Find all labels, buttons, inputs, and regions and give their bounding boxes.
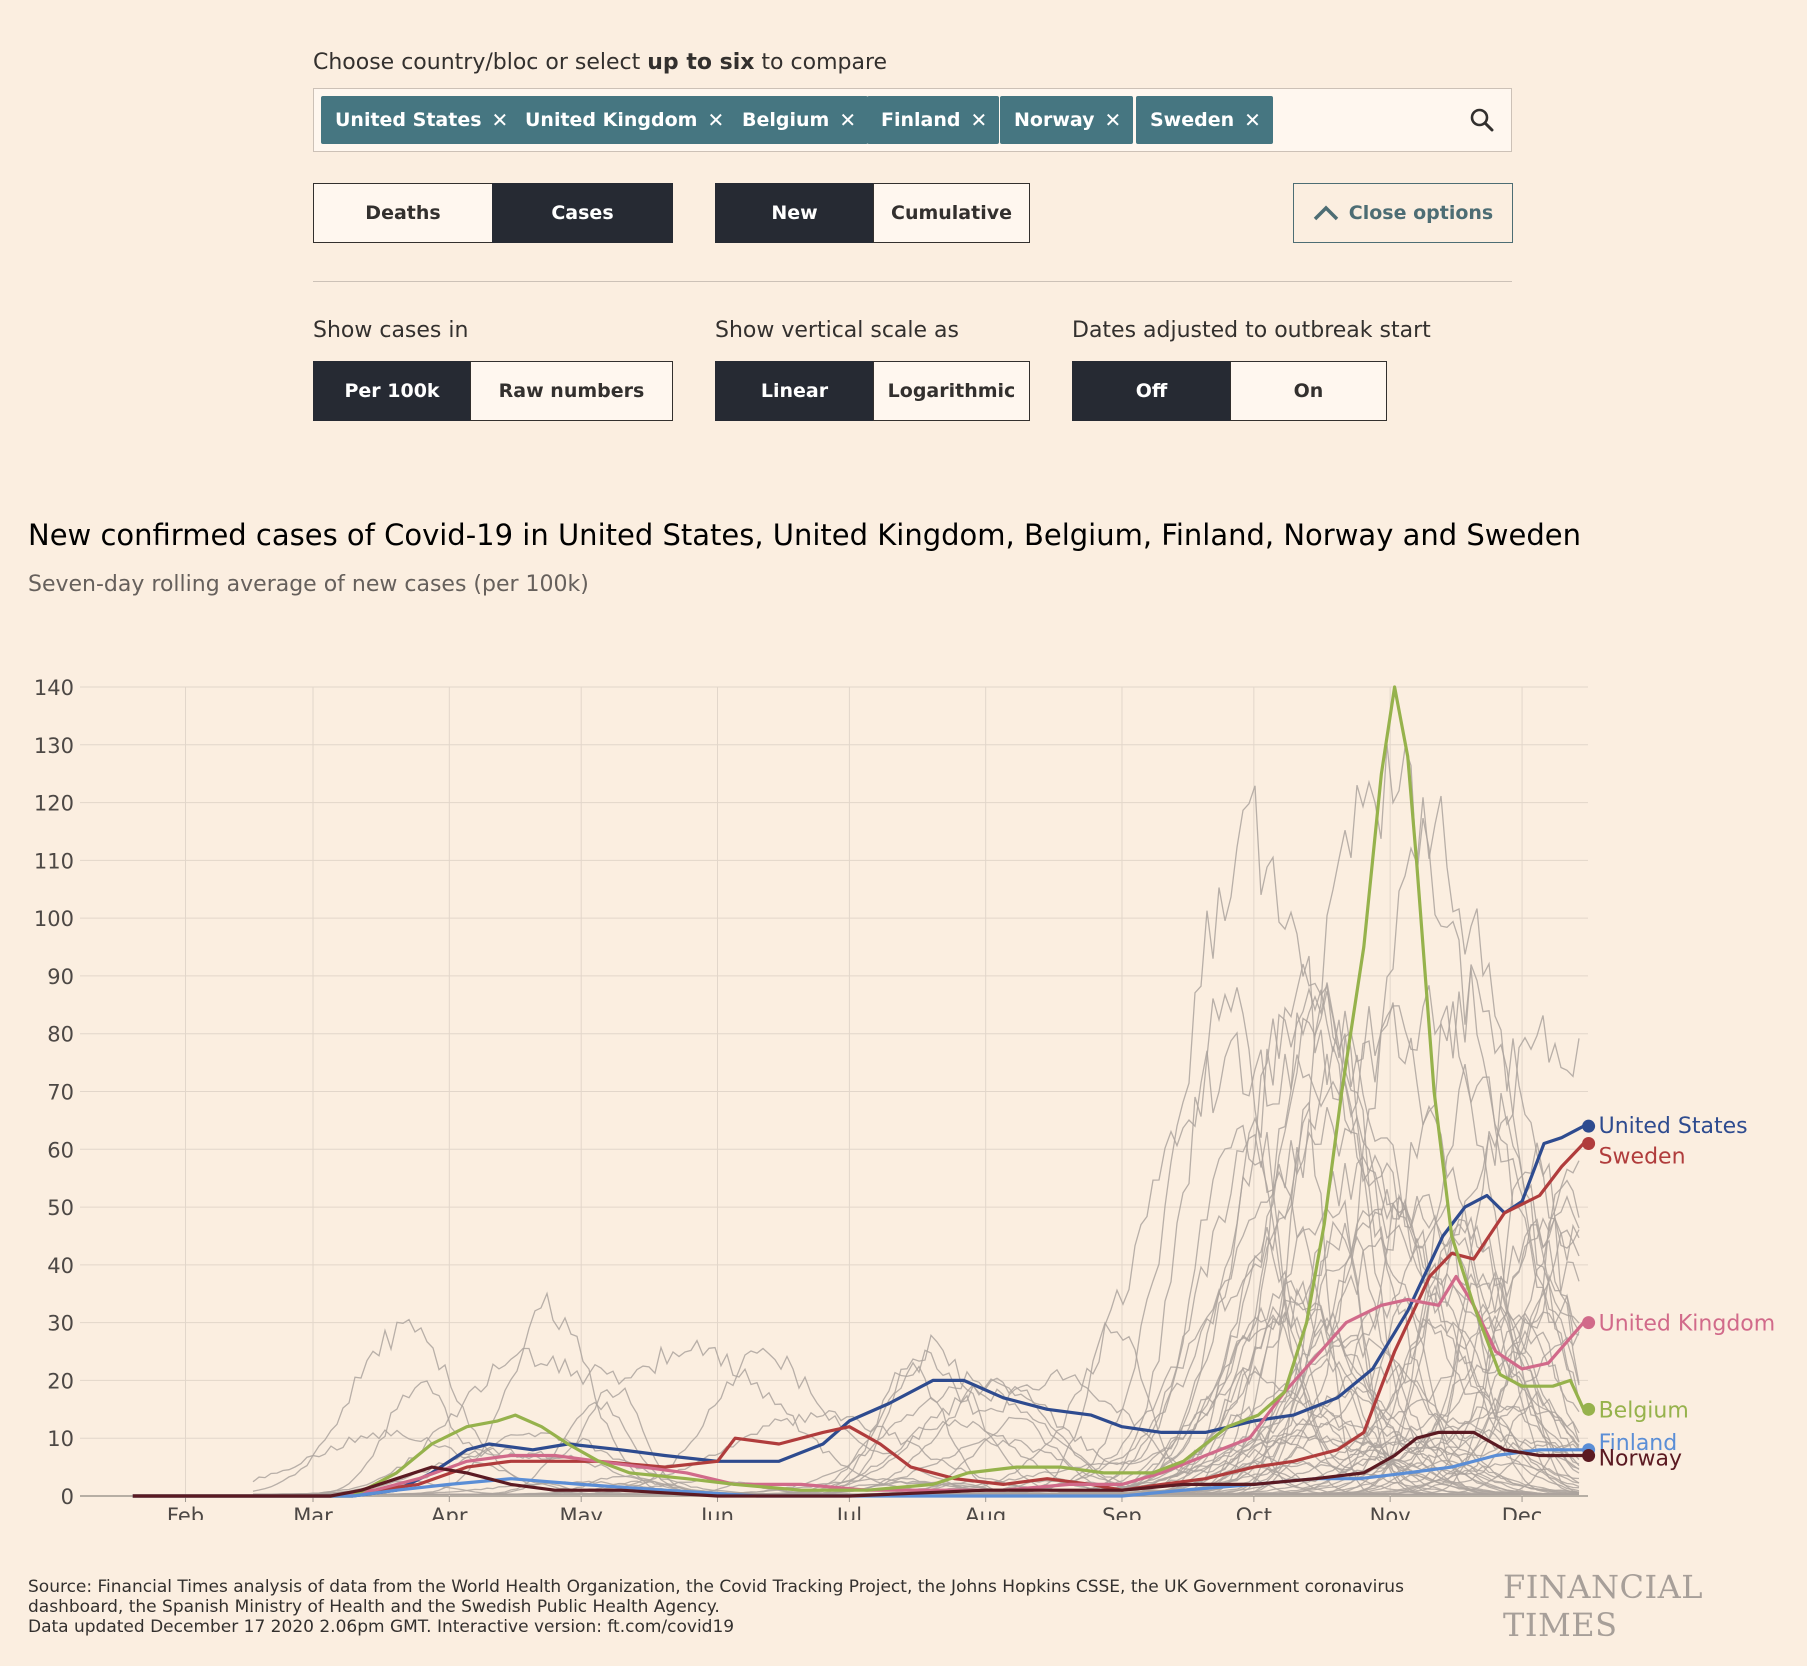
x-tick-label: Jun: [699, 1504, 734, 1520]
x-tick-label: Dec: [1502, 1504, 1543, 1520]
cases-toggle[interactable]: Cases: [492, 183, 673, 243]
logarithmic-toggle[interactable]: Logarithmic: [873, 361, 1030, 421]
series-end-dot-norway: [1582, 1449, 1596, 1463]
series-label-united-kingdom: United Kingdom: [1599, 1312, 1776, 1337]
series-label-united-states: United States: [1599, 1114, 1748, 1139]
y-tick-label: 30: [47, 1312, 74, 1336]
choose-label-suffix: to compare: [754, 50, 888, 75]
per-100k-toggle[interactable]: Per 100k: [313, 361, 471, 421]
y-tick-label: 20: [47, 1369, 74, 1393]
y-tick-label: 0: [61, 1485, 74, 1509]
y-tick-label: 70: [47, 1081, 74, 1105]
close-icon[interactable]: ✕: [1104, 108, 1122, 132]
chart-subtitle: Seven-day rolling average of new cases (…: [28, 572, 589, 597]
close-options-label: Close options: [1348, 202, 1494, 224]
options-divider: [313, 281, 1512, 282]
x-tick-label: Aug: [965, 1504, 1006, 1520]
series-label-sweden: Sweden: [1599, 1145, 1686, 1170]
y-tick-label: 90: [47, 965, 74, 989]
x-tick-label: May: [559, 1504, 602, 1520]
y-tick-label: 110: [34, 849, 74, 873]
x-tick-label: Oct: [1236, 1504, 1272, 1520]
choose-label-bold: up to six: [647, 50, 755, 75]
x-tick-label: Apr: [431, 1504, 468, 1520]
country-search-box[interactable]: United States ✕ United Kingdom ✕ Belgium ✕ …: [313, 88, 1512, 152]
chip-sweden[interactable]: Sweden ✕: [1136, 96, 1273, 144]
y-tick-label: 40: [47, 1254, 74, 1278]
y-tick-label: 100: [34, 907, 74, 931]
x-tick-label: Mar: [293, 1504, 333, 1520]
cases-line-chart: 0 10 20 30 40 50 60 70 80 90 100 110 120 130 140 Feb Mar…: [34, 676, 1776, 1520]
choose-label-prefix: Choose country/bloc or select: [313, 50, 648, 75]
outbreak-on-toggle[interactable]: On: [1230, 361, 1387, 421]
background-country-line: [252, 1002, 1580, 1496]
close-icon[interactable]: ✕: [707, 108, 725, 132]
source-line: Source: Financial Times analysis of data…: [28, 1577, 1404, 1617]
series-end-dot-sweden: [1582, 1137, 1596, 1151]
show-cases-in-label: Show cases in: [313, 318, 469, 343]
vertical-scale-label: Show vertical scale as: [715, 318, 959, 343]
new-toggle[interactable]: New: [715, 183, 874, 243]
x-tick-label: Feb: [167, 1504, 204, 1520]
series-end-dot-belgium: [1582, 1402, 1596, 1416]
series-end-dot-united-states: [1582, 1119, 1596, 1133]
chip-united-states[interactable]: United States ✕: [321, 96, 521, 144]
chip-finland[interactable]: Finland ✕: [867, 96, 1000, 144]
background-country-line: [253, 744, 1580, 1496]
close-icon[interactable]: ✕: [839, 108, 857, 132]
y-tick-label: 50: [47, 1196, 74, 1220]
country-select-label: Choose country/bloc or select up to six …: [313, 50, 887, 75]
chip-label: Norway: [1014, 109, 1095, 131]
chip-label: United States: [335, 109, 482, 131]
linear-toggle[interactable]: Linear: [715, 361, 874, 421]
close-icon[interactable]: ✕: [1244, 108, 1261, 132]
x-tick-label: Jul: [835, 1504, 862, 1520]
y-tick-label: 130: [34, 734, 74, 758]
series-label-belgium: Belgium: [1599, 1398, 1689, 1423]
source-note: Source: Financial Times analysis of data…: [28, 1577, 1478, 1637]
outbreak-off-toggle[interactable]: Off: [1072, 361, 1231, 421]
series-label-finland: Finland: [1599, 1431, 1678, 1456]
series-end-dot-united-kingdom: [1582, 1316, 1596, 1330]
series-line-united-states: [132, 1124, 1585, 1498]
y-tick-label: 140: [34, 676, 74, 700]
y-tick-label: 120: [34, 792, 74, 816]
chip-label: Finland: [881, 109, 961, 131]
search-icon[interactable]: [1469, 107, 1495, 133]
x-tick-label: Sep: [1102, 1504, 1142, 1520]
cumulative-toggle[interactable]: Cumulative: [873, 183, 1030, 243]
data-updated-line: Data updated December 17 2020 2.06pm GMT…: [28, 1617, 735, 1637]
series-line-united-kingdom: [132, 1274, 1585, 1498]
y-tick-label: 10: [47, 1427, 74, 1451]
x-tick-label: Nov: [1370, 1504, 1411, 1520]
chart-title: New confirmed cases of Covid-19 in Unite…: [28, 518, 1581, 552]
deaths-toggle[interactable]: Deaths: [313, 183, 493, 243]
chip-belgium[interactable]: Belgium ✕: [728, 96, 869, 144]
chip-label: Belgium: [742, 109, 830, 131]
chevron-up-icon: [1313, 205, 1339, 221]
chip-label: United Kingdom: [525, 109, 698, 131]
series-line-sweden: [132, 1142, 1585, 1498]
series-line-belgium: [132, 685, 1586, 1498]
dates-adjusted-label: Dates adjusted to outbreak start: [1072, 318, 1431, 343]
series-label-norway: Norway: [1599, 1447, 1682, 1472]
close-icon[interactable]: ✕: [491, 108, 509, 132]
series-line-finland: [132, 1448, 1584, 1498]
chip-label: Sweden: [1150, 109, 1235, 131]
chip-norway[interactable]: Norway ✕: [1000, 96, 1134, 144]
background-country-line: [252, 1226, 1580, 1496]
close-icon[interactable]: ✕: [970, 108, 988, 132]
raw-numbers-toggle[interactable]: Raw numbers: [470, 361, 673, 421]
chip-united-kingdom[interactable]: United Kingdom ✕: [511, 96, 737, 144]
ft-logo: FINANCIAL TIMES: [1503, 1568, 1703, 1644]
y-tick-label: 80: [47, 1023, 74, 1047]
close-options-button[interactable]: Close options: [1293, 183, 1513, 243]
series-line-norway: [132, 1430, 1584, 1498]
y-tick-label: 60: [47, 1138, 74, 1162]
